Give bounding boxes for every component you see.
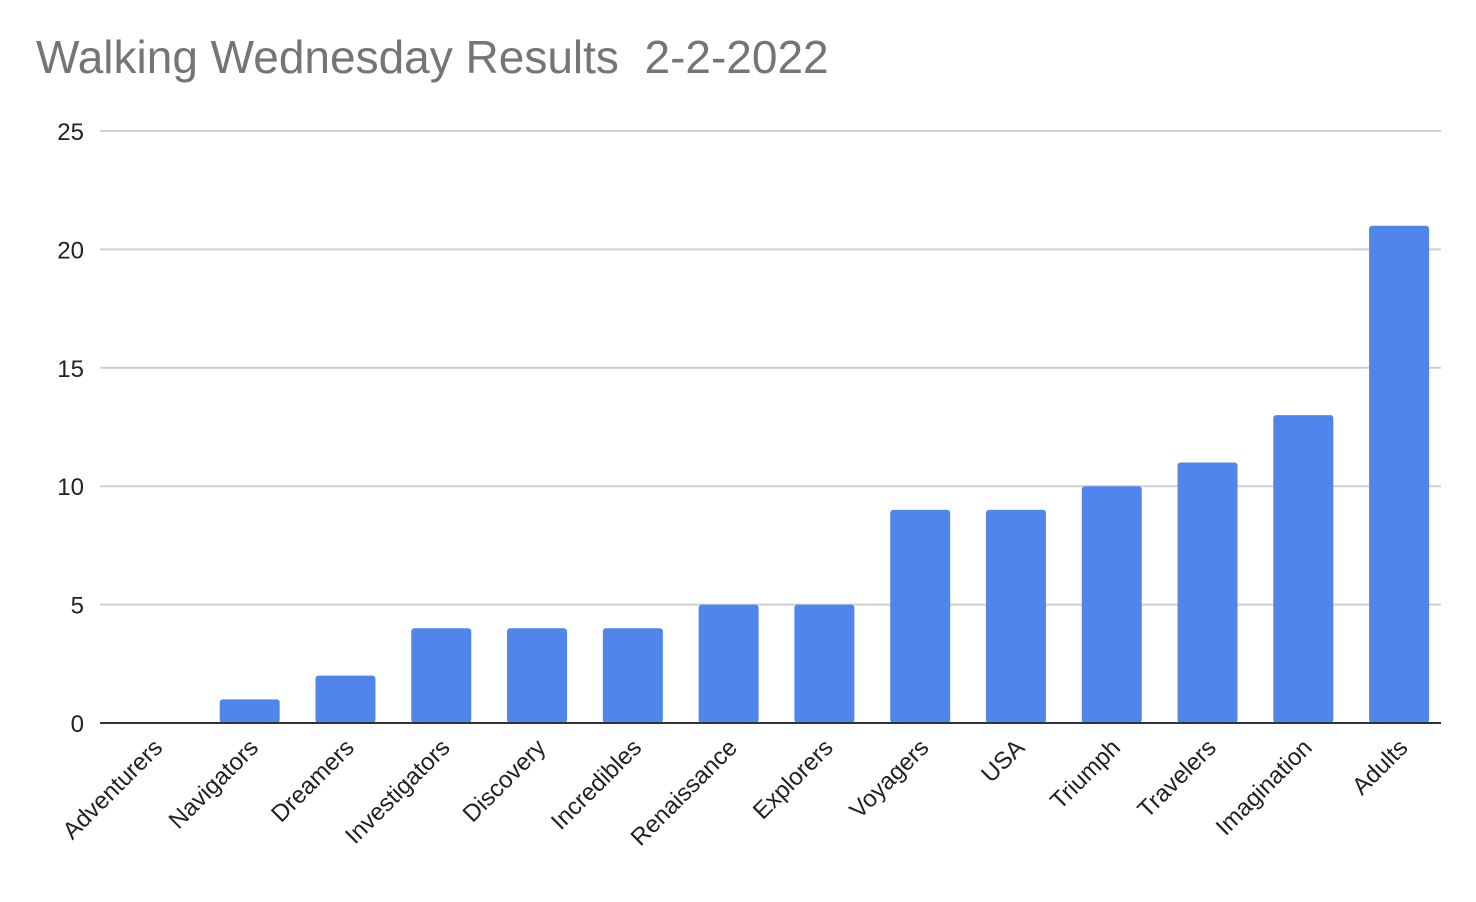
y-tick-label: 5	[71, 593, 84, 620]
x-category-label: Discovery	[458, 734, 552, 828]
bar-incredibles	[602, 628, 663, 723]
x-category-label: Imagination	[1211, 734, 1318, 841]
bar-discovery	[507, 628, 568, 723]
x-category-label: Navigators	[164, 734, 264, 834]
bar-imagination	[1273, 415, 1334, 723]
bar-travelers	[1177, 462, 1238, 723]
x-category-label: USA	[976, 734, 1030, 788]
gridlines	[100, 130, 1441, 606]
x-category-label: Adventurers	[58, 734, 169, 845]
bar-renaissance	[698, 604, 759, 723]
y-tick-label: 20	[57, 237, 84, 264]
y-tick-label: 15	[57, 356, 84, 383]
bar-explorers	[794, 604, 855, 723]
x-category-label: Explorers	[748, 734, 839, 825]
x-category-label: Travelers	[1133, 734, 1222, 823]
bar-triumph	[1081, 486, 1142, 723]
bars	[219, 225, 1430, 723]
y-tick-label: 0	[71, 711, 84, 738]
bar-usa	[985, 509, 1046, 723]
x-category-label: Adults	[1347, 734, 1413, 800]
bar-investigators	[411, 628, 472, 723]
bar-navigators	[219, 699, 280, 723]
chart-title: Walking Wednesday Results 2-2-2022	[36, 31, 829, 83]
x-category-label: Incredibles	[546, 734, 647, 835]
x-category-label: Voyagers	[845, 734, 935, 824]
x-category-label: Triumph	[1045, 734, 1126, 815]
y-axis-tick-labels: 0 5 10 15 20 25	[57, 119, 84, 738]
x-category-label: Dreamers	[266, 734, 360, 828]
bar-voyagers	[890, 509, 951, 723]
y-tick-label: 10	[57, 474, 84, 501]
y-tick-label: 25	[57, 119, 84, 146]
bar-adults	[1369, 225, 1430, 723]
bar-dreamers	[315, 675, 376, 723]
